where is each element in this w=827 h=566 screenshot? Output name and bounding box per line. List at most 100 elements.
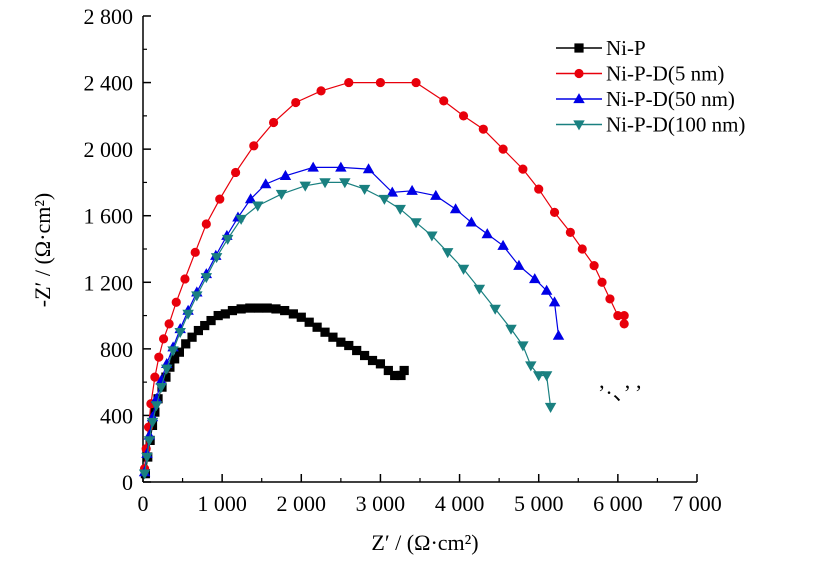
data-point <box>478 124 488 134</box>
data-point <box>206 315 216 326</box>
legend-entry: Ni-P-D(50 nm) <box>556 87 735 111</box>
legend-entry: Ni-P-D(5 nm) <box>556 62 724 86</box>
data-point <box>548 296 561 307</box>
data-point <box>619 319 629 329</box>
data-point <box>375 359 386 369</box>
legend-entry: Ni-P <box>556 36 646 60</box>
x-tick-label: 1 000 <box>197 491 247 516</box>
data-point <box>410 218 422 229</box>
legend-marker <box>573 93 585 104</box>
data-point <box>253 303 264 313</box>
x-tick-label: 5 000 <box>514 491 564 516</box>
data-point <box>252 201 264 212</box>
legend-marker <box>574 43 584 53</box>
legend-marker <box>573 120 585 131</box>
data-point <box>320 327 330 337</box>
series-3 <box>138 161 565 477</box>
data-point <box>249 141 259 151</box>
data-point <box>367 355 378 366</box>
data-point <box>245 303 255 313</box>
data-point <box>275 189 288 200</box>
data-point <box>430 189 442 200</box>
data-point <box>158 334 169 344</box>
series-4 <box>138 178 557 480</box>
data-point <box>362 163 375 174</box>
x-axis-title: Z′ / (Ω·cm²) <box>371 530 478 555</box>
data-point <box>529 273 541 284</box>
x-tick-label: 2 000 <box>277 491 327 516</box>
data-point <box>244 193 257 204</box>
data-point <box>210 253 223 264</box>
data-point <box>200 320 210 331</box>
x-tick-label: 7 000 <box>672 491 722 516</box>
axes: 0 1 000 2 000 3 000 4 000 5 000 6 000 7 000 0 40… <box>84 4 722 516</box>
data-point <box>181 339 191 349</box>
data-point <box>406 184 418 195</box>
data-point <box>441 248 454 259</box>
data-point <box>399 365 409 376</box>
x-axis-ticks: 0 1 000 2 000 3 000 4 000 5 000 6 000 7 000 <box>138 474 722 516</box>
data-point <box>505 324 517 335</box>
data-point <box>335 161 347 172</box>
data-point <box>299 181 311 192</box>
data-point <box>565 227 575 237</box>
data-point <box>312 322 322 332</box>
data-point <box>540 371 553 382</box>
data-point <box>344 340 354 351</box>
x-tick-label: 0 <box>138 491 149 516</box>
data-point <box>375 77 386 88</box>
data-point <box>481 228 494 239</box>
data-point <box>577 244 587 254</box>
data-point <box>164 319 174 329</box>
data-point <box>344 77 354 88</box>
y-axis-ticks: 0 400 800 1 200 1 600 2 000 2 400 2 800 <box>84 4 151 495</box>
data-point <box>180 274 190 284</box>
data-point <box>589 261 599 271</box>
data-point <box>540 284 553 295</box>
y-tick-label: 0 <box>122 470 133 495</box>
data-point <box>307 161 319 172</box>
data-point <box>182 309 194 320</box>
data-point <box>605 294 615 304</box>
data-point <box>193 325 203 336</box>
data-point <box>143 436 156 447</box>
y-tick-label: 400 <box>100 403 133 428</box>
legend-label: Ni-P-D(100 nm) <box>606 113 745 137</box>
data-point <box>190 247 200 257</box>
data-point <box>187 332 197 342</box>
data-point <box>465 216 478 227</box>
data-point <box>352 345 362 356</box>
data-point <box>215 194 225 204</box>
data-point <box>150 401 163 412</box>
data-point <box>473 284 486 295</box>
data-point <box>336 337 346 347</box>
y-tick-label: 2 400 <box>84 71 134 96</box>
data-point <box>619 310 629 321</box>
data-point <box>552 329 565 340</box>
data-point <box>411 77 421 88</box>
data-point <box>513 259 525 270</box>
data-point <box>549 207 560 217</box>
x-tick-label: 3 000 <box>356 491 406 516</box>
data-point <box>259 178 272 189</box>
data-point <box>386 186 399 197</box>
data-point <box>517 341 529 352</box>
stray-annotation: ’·、’ ’ <box>598 380 642 405</box>
data-point <box>439 96 449 106</box>
data-point <box>597 277 607 287</box>
data-point <box>339 178 351 189</box>
data-point <box>171 297 181 307</box>
data-point <box>518 164 528 174</box>
data-point <box>498 144 508 154</box>
data-point <box>191 291 203 302</box>
data-point <box>497 239 509 250</box>
data-point <box>457 264 470 275</box>
legend: Ni-PNi-P-D(5 nm)Ni-P-D(50 nm)Ni-P-D(100 … <box>556 36 745 137</box>
data-point <box>426 231 438 242</box>
data-point <box>141 452 153 463</box>
data-point <box>155 382 167 393</box>
data-point <box>304 317 314 327</box>
data-point <box>279 169 292 180</box>
data-point <box>221 234 234 245</box>
data-point <box>167 346 179 357</box>
